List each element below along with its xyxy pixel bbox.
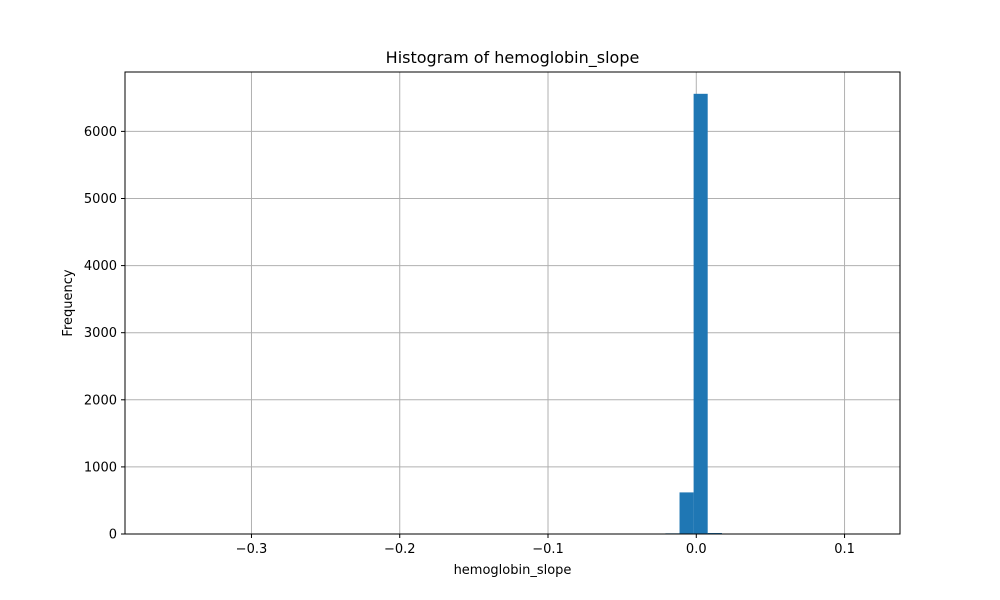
- y-tick-label: 1000: [84, 460, 117, 475]
- grid-lines: [125, 72, 900, 535]
- x-tick-label: −0.2: [384, 542, 416, 557]
- x-tick-label: 0.0: [686, 542, 707, 557]
- plot-area: [125, 72, 900, 534]
- y-tick-label: 4000: [84, 259, 117, 274]
- x-tick-label: −0.3: [236, 542, 268, 557]
- histogram-bars: [665, 93, 722, 534]
- x-axis-label: hemoglobin_slope: [454, 563, 572, 578]
- y-tick-label: 3000: [84, 326, 117, 341]
- chart-title: Histogram of hemoglobin_slope: [386, 48, 640, 68]
- y-tick-label: 6000: [84, 125, 117, 140]
- x-tick-label: −0.1: [532, 542, 564, 557]
- x-tick-label: 0.1: [834, 542, 855, 557]
- y-tick-label: 5000: [84, 192, 117, 207]
- histogram-bar: [707, 532, 722, 534]
- y-tick-label: 0: [109, 528, 117, 543]
- histogram-bar: [693, 93, 708, 534]
- axis-ticks: −0.3 −0.2 −0.1 0.0 0.1 0 1000 2000 3000 4000 5000 6…: [84, 125, 855, 557]
- plot-frame: [124, 71, 901, 535]
- y-axis-label: Frequency: [61, 269, 76, 336]
- y-tick-label: 2000: [84, 393, 117, 408]
- histogram-bar: [679, 492, 694, 534]
